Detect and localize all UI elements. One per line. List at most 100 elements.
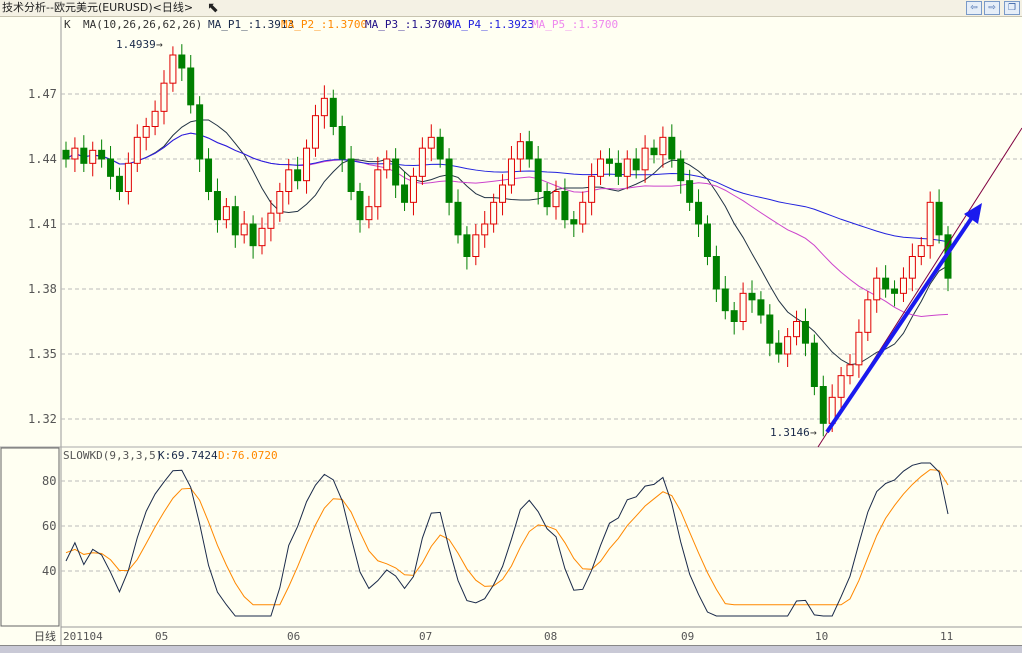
candle-body [793,321,801,338]
candle-body [107,158,115,177]
candle-body [837,375,845,398]
candle-body [311,115,319,149]
arrow-head-icon [964,203,982,224]
candle-body [205,158,213,192]
x-tick-label: 10 [815,630,828,643]
candle-body [472,234,480,257]
candle-body [899,277,907,294]
kd-tick-label: 40 [42,564,56,578]
candle-body [445,158,453,203]
candle-body [935,201,943,236]
candle-body [285,169,293,192]
candle-body [632,158,640,171]
candle-body [543,191,551,208]
back-button[interactable]: ⇦ [966,1,982,15]
ma-line-62 [65,132,949,243]
legend-k: K [64,18,71,31]
window-title: 技术分析--欧元美元(EURUSD)<日线> [2,1,194,14]
candle-body [115,175,123,192]
candle-body [703,223,711,257]
candle-body [730,310,738,322]
ma-line-10 [65,119,949,366]
candle-body [142,126,150,138]
x-tick-label: 09 [681,630,694,643]
legend-ma-p2: MA_P2_:1.3700 [281,18,367,31]
candle-body [908,256,916,279]
kd-k-value: K:69.7424 [158,449,218,462]
candle-body [864,299,872,333]
candle-body [668,136,676,160]
period-label: 日线 [34,629,56,643]
candle-body [196,104,204,160]
candle-body [276,191,284,214]
candle-body [392,158,400,186]
candle-body [499,184,507,203]
candle-body [427,136,435,149]
candle-body [267,212,275,229]
candle-body [641,147,649,171]
low-arrow-icon: → [810,426,817,439]
kd-d-line [65,469,949,606]
x-tick-label: 08 [544,630,557,643]
candle-body [222,206,230,221]
candle-body [187,67,195,106]
candle-body [62,149,70,160]
candle-body [240,223,248,236]
status-bar [0,645,1022,653]
x-tick-label: 201104 [63,630,103,643]
x-tick-label: 07 [419,630,432,643]
y-tick-label: 1.47 [28,87,57,101]
high-annotation: 1.4939 [116,38,156,51]
kd-tick-label: 60 [42,519,56,533]
x-tick-label: 05 [155,630,168,643]
candle-body [766,314,774,344]
legend-ma-p5: MA_P5_:1.3700 [532,18,618,31]
kd-k-line [65,462,949,617]
candle-body [374,169,382,208]
candle-body [124,162,132,192]
restore-button[interactable]: ❐ [1004,1,1020,15]
candle-body [810,342,818,387]
y-tick-label: 1.35 [28,347,57,361]
candle-body [784,336,792,355]
candle-body [552,191,560,208]
candle-body [739,292,747,323]
candle-body [338,126,346,160]
y-tick-label: 1.32 [28,412,57,426]
candle-body [712,256,720,290]
candle-body [89,149,97,164]
legend-ma: MA(10,26,26,62,26) [83,18,202,31]
candle-body [294,169,302,182]
candle-body [178,54,186,69]
candle-body [258,227,266,247]
high-arrow-icon: → [156,38,163,51]
candle-body [231,206,239,236]
candle-body [588,175,596,203]
candle-body [570,219,578,225]
candle-body [169,54,177,84]
y-tick-label: 1.38 [28,282,57,296]
trend-arrow[interactable] [825,211,977,434]
candle-body [926,201,934,247]
candle-body [525,141,533,160]
candle-body [659,136,667,156]
candle-body [855,331,863,366]
candle-body [401,184,409,203]
candle-body [249,223,257,247]
legend-ma-p3: MA_P3_:1.3700 [365,18,451,31]
ma-line-26 [65,132,949,318]
kd-d-value: D:76.0720 [218,449,278,462]
forward-button[interactable]: ⇨ [984,1,1000,15]
low-annotation: 1.3146 [770,426,810,439]
candle-body [80,147,88,164]
candle-body [819,386,827,424]
candle-body [409,175,417,203]
candle-body [721,288,729,312]
candle-body [151,110,159,128]
legend-ma-p4: MA_P4_:1.3923 [448,18,534,31]
candle-body [917,245,925,258]
candle-body [347,158,355,192]
candle-body [303,147,311,182]
kd-axis-box [0,447,60,627]
